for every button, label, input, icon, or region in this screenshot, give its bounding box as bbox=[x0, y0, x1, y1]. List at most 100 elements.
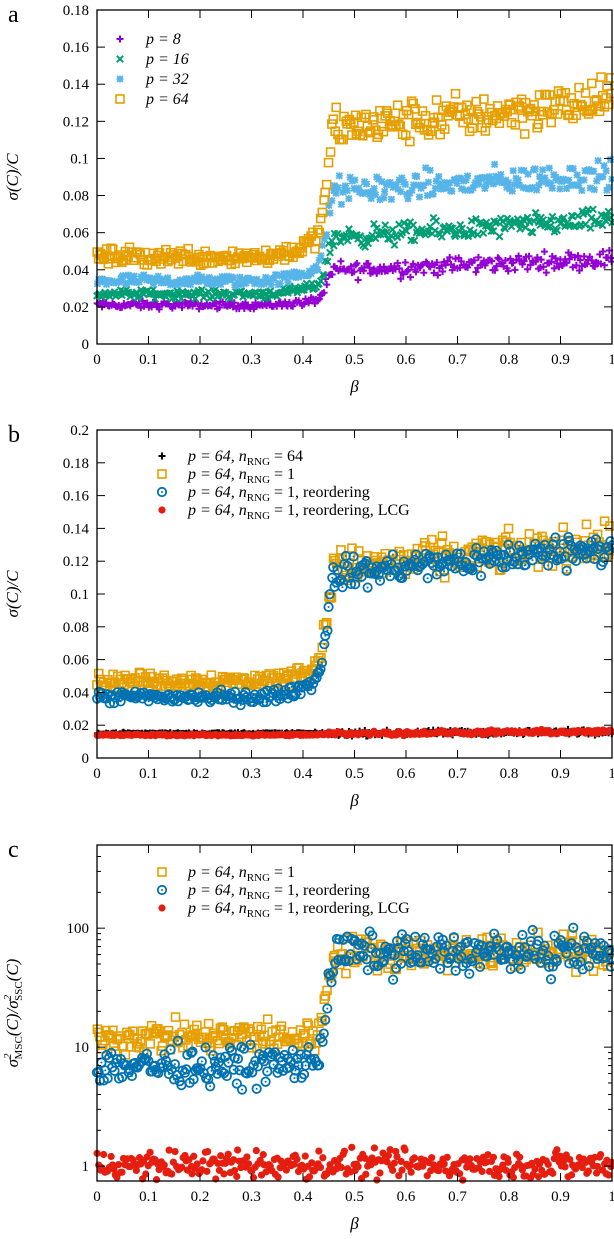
legend-label: p = 32 bbox=[145, 71, 189, 88]
data-point bbox=[267, 281, 275, 289]
data-point bbox=[501, 256, 509, 264]
data-point bbox=[323, 281, 331, 289]
data-point bbox=[152, 277, 161, 285]
series-4 bbox=[93, 725, 614, 740]
data-point bbox=[148, 274, 156, 282]
data-point bbox=[135, 300, 143, 308]
data-point bbox=[239, 275, 247, 283]
data-point bbox=[420, 269, 428, 277]
data-point bbox=[514, 540, 525, 551]
data-point bbox=[259, 1056, 270, 1067]
data-point bbox=[528, 183, 537, 192]
y-tick-label: 0.16 bbox=[63, 40, 90, 56]
legend-label: p = 64 bbox=[145, 91, 189, 108]
legend-label: p = 64, nRNG = 1, reordering bbox=[187, 484, 370, 504]
data-point bbox=[328, 114, 339, 125]
data-point bbox=[315, 663, 326, 675]
data-point bbox=[426, 166, 434, 174]
data-point bbox=[424, 178, 433, 186]
data-point bbox=[440, 1160, 448, 1168]
data-point bbox=[332, 564, 343, 576]
chart-panel-c: 0 0.1 0.2 0.3 0.4 0.5 0.6 0.7 0.8 0.9 1 1 10 100 c β σ2M… bbox=[2, 837, 614, 1233]
data-point bbox=[100, 1150, 108, 1159]
data-point bbox=[328, 271, 336, 279]
data-point bbox=[130, 272, 138, 280]
legend-label: p = 8 bbox=[145, 31, 181, 48]
data-point bbox=[215, 1023, 226, 1033]
data-point bbox=[337, 582, 348, 593]
x-tick-label: 0.7 bbox=[448, 352, 467, 368]
data-point bbox=[518, 1166, 526, 1174]
legend-marker bbox=[158, 506, 166, 514]
data-point bbox=[464, 968, 475, 979]
data-point bbox=[412, 117, 423, 128]
legend-marker bbox=[158, 452, 166, 460]
data-point bbox=[463, 114, 474, 124]
data-point bbox=[246, 680, 257, 691]
x-tick-label: 0.1 bbox=[139, 1189, 158, 1205]
x-tick-label: 0.9 bbox=[551, 766, 570, 782]
data-point bbox=[262, 1014, 273, 1024]
data-point bbox=[537, 177, 545, 186]
data-point bbox=[605, 1171, 613, 1179]
data-point bbox=[492, 172, 500, 180]
data-point bbox=[467, 216, 476, 225]
data-point bbox=[102, 280, 111, 289]
data-point bbox=[230, 1156, 238, 1164]
data-point bbox=[436, 180, 444, 188]
data-point bbox=[532, 258, 540, 266]
data-point bbox=[315, 1147, 323, 1155]
data-point bbox=[218, 1024, 229, 1035]
data-point bbox=[404, 195, 412, 203]
data-point bbox=[109, 698, 120, 709]
data-point bbox=[282, 1166, 290, 1174]
data-point bbox=[154, 272, 162, 280]
data-point bbox=[114, 1160, 123, 1169]
data-point bbox=[204, 1147, 212, 1156]
data-point bbox=[481, 184, 489, 192]
data-point bbox=[419, 932, 430, 943]
data-point bbox=[314, 227, 325, 238]
data-point bbox=[337, 200, 346, 209]
data-point bbox=[288, 691, 300, 702]
data-point bbox=[330, 182, 339, 190]
data-point bbox=[193, 1160, 201, 1168]
data-point bbox=[533, 935, 544, 946]
data-point bbox=[430, 269, 438, 277]
data-point bbox=[340, 1147, 348, 1155]
legend-marker bbox=[157, 867, 167, 877]
data-point bbox=[260, 1076, 271, 1087]
data-point bbox=[480, 174, 488, 182]
data-point bbox=[306, 685, 317, 696]
data-point bbox=[376, 121, 387, 132]
data-point bbox=[552, 254, 560, 262]
y-tick-label: 0.14 bbox=[63, 77, 90, 93]
data-point bbox=[594, 156, 602, 165]
data-point bbox=[569, 164, 577, 173]
y-tick-label: 0.12 bbox=[63, 114, 89, 130]
data-point bbox=[410, 181, 418, 189]
data-point bbox=[387, 974, 399, 985]
x-tick-label: 0.4 bbox=[294, 766, 313, 782]
series-4 bbox=[92, 72, 614, 271]
data-point bbox=[341, 182, 350, 190]
data-point bbox=[356, 232, 365, 240]
data-point bbox=[494, 118, 505, 129]
data-point bbox=[589, 553, 600, 565]
data-point bbox=[551, 956, 562, 967]
data-point bbox=[247, 1067, 258, 1078]
x-tick-label: 0.7 bbox=[448, 1189, 467, 1205]
data-point bbox=[328, 196, 336, 205]
data-point bbox=[589, 205, 597, 214]
data-point bbox=[511, 181, 519, 189]
data-point bbox=[250, 280, 259, 288]
data-point bbox=[601, 261, 609, 269]
data-point bbox=[107, 1152, 115, 1161]
data-point bbox=[297, 246, 308, 257]
data-point bbox=[448, 224, 457, 233]
data-point bbox=[520, 559, 531, 570]
legend-marker bbox=[116, 75, 124, 83]
data-point bbox=[310, 243, 320, 254]
x-tick-label: 0.4 bbox=[294, 1189, 313, 1205]
data-point bbox=[593, 177, 601, 185]
